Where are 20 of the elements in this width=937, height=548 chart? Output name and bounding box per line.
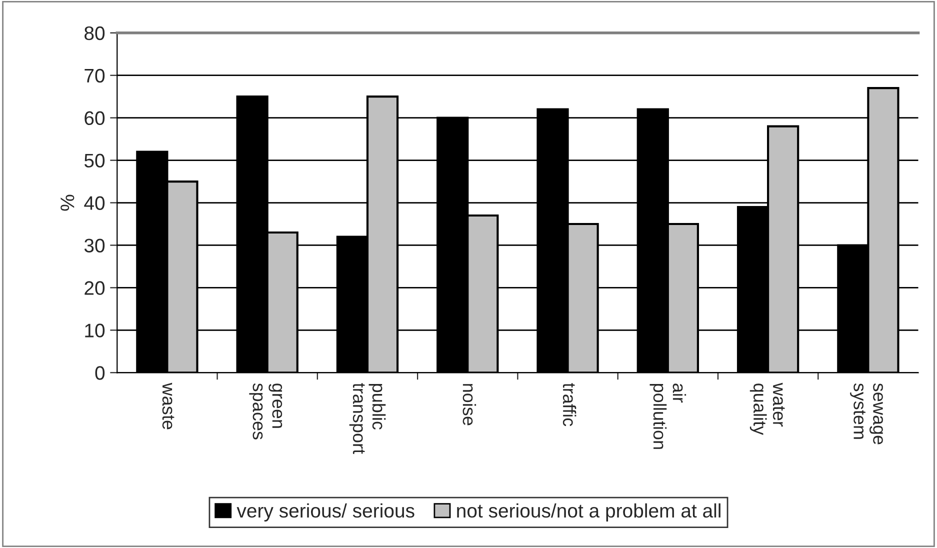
x-tick-label: waste [162, 382, 174, 430]
x-tick-label: water quality [750, 382, 785, 435]
legend-label: not serious/not a problem at all [457, 503, 720, 522]
x-tick-label: traffic [562, 383, 576, 426]
y-tick-label: 0 [95, 366, 105, 380]
y-tick-label: 80 [84, 26, 105, 40]
y-tick-label: 10 [85, 324, 105, 338]
y-tick-label: 50 [84, 154, 105, 168]
y-tick-label: 40 [84, 196, 105, 210]
legend-label: very serious/ serious [236, 503, 414, 522]
y-axis-title: % [60, 194, 74, 211]
y-tick-label: 70 [84, 68, 105, 83]
y-tick-label: 60 [84, 111, 105, 126]
x-tick-label: air pollution [650, 384, 686, 449]
x-tick-label: green spaces [249, 383, 282, 440]
y-tick-label: 30 [84, 238, 105, 252]
y-tick-label: 20 [84, 281, 105, 295]
x-tick-label: public transport [349, 383, 386, 454]
x-tick-label: noise [462, 384, 476, 426]
x-tick-label: sewage system [850, 383, 883, 444]
